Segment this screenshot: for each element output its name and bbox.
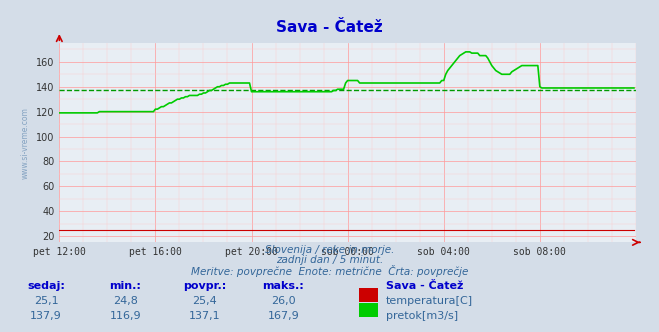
Text: 24,8: 24,8 [113, 296, 138, 306]
Text: sedaj:: sedaj: [27, 281, 65, 290]
Text: min.:: min.: [109, 281, 141, 290]
Text: maks.:: maks.: [262, 281, 304, 290]
Text: 26,0: 26,0 [271, 296, 296, 306]
Text: Sava - Čatež: Sava - Čatež [386, 281, 463, 290]
Text: 25,4: 25,4 [192, 296, 217, 306]
Text: www.si-vreme.com: www.si-vreme.com [20, 107, 29, 179]
Text: 25,1: 25,1 [34, 296, 59, 306]
Text: 167,9: 167,9 [268, 311, 299, 321]
Text: 137,9: 137,9 [30, 311, 62, 321]
Text: Meritve: povprečne  Enote: metrične  Črta: povprečje: Meritve: povprečne Enote: metrične Črta:… [191, 265, 468, 277]
Text: povpr.:: povpr.: [183, 281, 226, 290]
Text: 116,9: 116,9 [109, 311, 141, 321]
Text: 137,1: 137,1 [188, 311, 220, 321]
Text: Slovenija / reke in morje.: Slovenija / reke in morje. [265, 245, 394, 255]
Text: pretok[m3/s]: pretok[m3/s] [386, 311, 457, 321]
Text: zadnji dan / 5 minut.: zadnji dan / 5 minut. [276, 255, 383, 265]
Text: Sava - Čatež: Sava - Čatež [276, 20, 383, 35]
Text: temperatura[C]: temperatura[C] [386, 296, 473, 306]
